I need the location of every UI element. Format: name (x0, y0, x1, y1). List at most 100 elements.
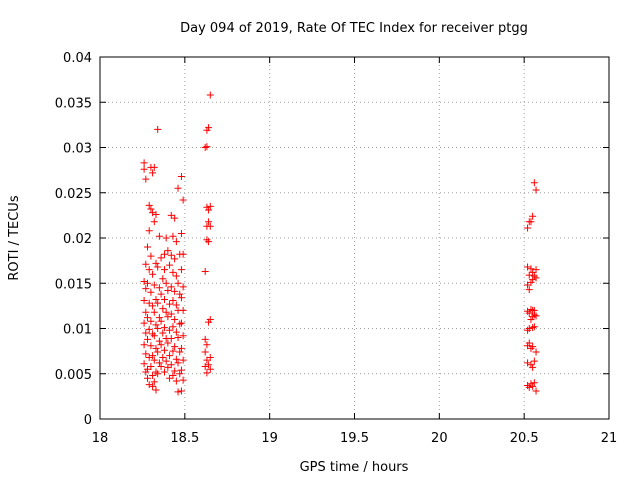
data-point (154, 299, 162, 307)
data-point (179, 356, 187, 364)
data-point (524, 326, 532, 334)
data-point (179, 196, 187, 204)
data-point (171, 214, 179, 222)
x-tick-label: 18 (92, 431, 109, 446)
data-point (160, 296, 168, 304)
data-point (140, 165, 148, 173)
data-point (203, 341, 211, 349)
data-point (205, 218, 213, 226)
data-point (532, 312, 540, 320)
data-point (155, 359, 163, 367)
data-point (152, 386, 160, 394)
data-point (166, 300, 174, 308)
data-point (145, 353, 153, 361)
data-point (176, 320, 184, 328)
data-point (172, 355, 180, 363)
data-point (527, 305, 535, 313)
x-tick-labels: 18 18.5 19 19.5 20 20.5 21 (92, 431, 618, 446)
data-point (205, 206, 213, 214)
data-point (529, 212, 537, 220)
data-point (154, 125, 162, 133)
data-point (530, 311, 538, 319)
data-point (201, 144, 209, 151)
data-point (159, 275, 167, 283)
data-point (144, 374, 152, 382)
data-point (162, 279, 170, 287)
data-point (532, 266, 540, 274)
data-point (179, 332, 187, 340)
data-point (529, 363, 537, 371)
data-point (179, 283, 187, 291)
data-point (157, 363, 165, 371)
data-point (176, 290, 184, 298)
data-point (172, 238, 180, 246)
data-point (530, 272, 538, 280)
data-point (172, 377, 180, 385)
data-point (159, 329, 167, 337)
data-point (172, 328, 180, 336)
data-point (157, 254, 165, 262)
y-tick-label: 0.01 (63, 323, 92, 338)
data-point (532, 348, 540, 356)
data-point (524, 224, 532, 232)
data-point (176, 370, 184, 378)
data-point (154, 370, 162, 378)
data-point (524, 263, 532, 271)
data-point (524, 382, 532, 390)
data-point (205, 238, 213, 246)
data-point (157, 317, 165, 325)
data-point (206, 222, 214, 230)
data-point (167, 251, 175, 259)
data-point (149, 302, 157, 310)
data-point (171, 255, 179, 263)
data-point (152, 344, 160, 352)
data-point (150, 378, 158, 386)
data-point (525, 339, 533, 347)
data-point (142, 329, 150, 337)
data-point (172, 301, 180, 309)
x-tick-label: 21 (601, 431, 618, 446)
data-point (147, 317, 155, 325)
data-point (166, 261, 174, 269)
data-point (159, 353, 167, 361)
data-point (160, 324, 168, 332)
data-point (206, 353, 214, 361)
data-point (140, 360, 148, 368)
y-tick-label: 0 (84, 413, 92, 428)
grid-lines (100, 57, 609, 419)
data-point (166, 352, 174, 360)
data-point (162, 308, 170, 316)
data-point (201, 267, 209, 275)
data-point (149, 372, 157, 380)
y-tick-label: 0.005 (55, 368, 92, 383)
y-tick-label: 0.04 (63, 51, 92, 66)
data-point (152, 259, 160, 267)
data-point (179, 306, 187, 314)
data-point (177, 366, 185, 374)
data-point (149, 209, 157, 217)
data-point (174, 359, 182, 367)
data-point (166, 326, 174, 334)
y-tick-label: 0.035 (55, 96, 92, 111)
data-point (167, 361, 175, 369)
x-tick-label: 18.5 (170, 431, 199, 446)
data-point (529, 276, 537, 284)
data-point (149, 330, 157, 338)
data-point (149, 382, 157, 390)
data-point (149, 352, 157, 360)
x-tick-label: 20.5 (510, 431, 539, 446)
data-point (145, 381, 153, 389)
data-point (150, 281, 158, 289)
y-tick-label: 0.02 (63, 232, 92, 247)
data-point (176, 348, 184, 356)
data-point (177, 294, 185, 302)
data-point (177, 319, 185, 327)
data-point (164, 339, 172, 347)
data-point (154, 263, 162, 271)
data-point (177, 387, 185, 395)
data-point (527, 218, 535, 226)
data-point (532, 274, 540, 282)
data-point (532, 186, 540, 194)
x-tick-label: 19.5 (340, 431, 369, 446)
